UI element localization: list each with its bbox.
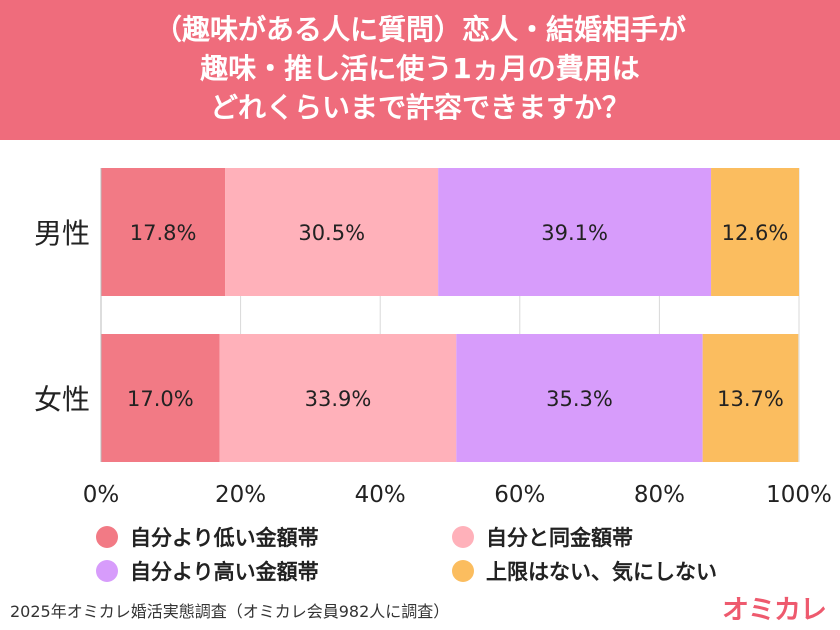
title-banner: （趣味がある人に質問）恋人・結婚相手が 趣味・推し活に使う1ヵ月の費用は どれく… (0, 0, 840, 140)
source-footnote: 2025年オミカレ婚活実態調査（オミカレ会員982人に調査） (10, 602, 450, 621)
data-label: 13.7% (717, 387, 784, 411)
category-label: 女性 (34, 383, 90, 416)
title-line-1: （趣味がある人に質問）恋人・結婚相手が (153, 13, 686, 46)
bar-segment (456, 334, 703, 462)
stacked-bar-chart: 17.8% 30.5% 39.1% 12.6% 男性 17.0% 33.9% 35.3% 13.… (34, 168, 832, 508)
x-tick-label: 0% (83, 482, 120, 508)
data-label: 12.6% (722, 221, 789, 245)
bar-segment (101, 334, 220, 462)
x-tick-label: 20% (215, 482, 266, 508)
bar-segment (101, 168, 226, 296)
category-label: 男性 (34, 217, 90, 250)
legend-item-no-limit: 上限はない、気にしない (452, 556, 717, 586)
data-label: 30.5% (298, 221, 365, 245)
legend-swatch (452, 560, 474, 582)
data-label: 39.1% (541, 221, 608, 245)
bar-segment (702, 334, 799, 462)
data-label: 35.3% (546, 387, 613, 411)
legend-label: 上限はない、気にしない (486, 560, 717, 584)
bar-segment (225, 168, 439, 296)
legend-item-lower: 自分より低い金額帯 (96, 522, 319, 552)
bar-segment (219, 334, 457, 462)
x-tick-label: 60% (494, 482, 545, 508)
legend-label: 自分より低い金額帯 (130, 526, 319, 550)
brand-logo: オミカレ (722, 595, 827, 626)
data-label: 17.8% (130, 221, 197, 245)
x-tick-label: 100% (766, 482, 832, 508)
legend-swatch (452, 526, 474, 548)
data-label: 17.0% (127, 387, 194, 411)
bar-segment (711, 168, 799, 296)
legend-label: 自分と同金額帯 (486, 526, 633, 550)
x-tick-label: 80% (634, 482, 685, 508)
legend-label: 自分より高い金額帯 (130, 560, 319, 584)
legend-swatch (96, 560, 118, 582)
bar-segment (438, 168, 712, 296)
title-line-2: 趣味・推し活に使う1ヵ月の費用は (200, 52, 640, 85)
x-tick-label: 40% (355, 482, 406, 508)
title-line-3: どれくらいまで許容できますか？ (209, 91, 630, 124)
legend-swatch (96, 526, 118, 548)
data-label: 33.9% (305, 387, 372, 411)
legend-item-higher: 自分より高い金額帯 (96, 556, 319, 586)
legend-item-same: 自分と同金額帯 (452, 522, 633, 552)
